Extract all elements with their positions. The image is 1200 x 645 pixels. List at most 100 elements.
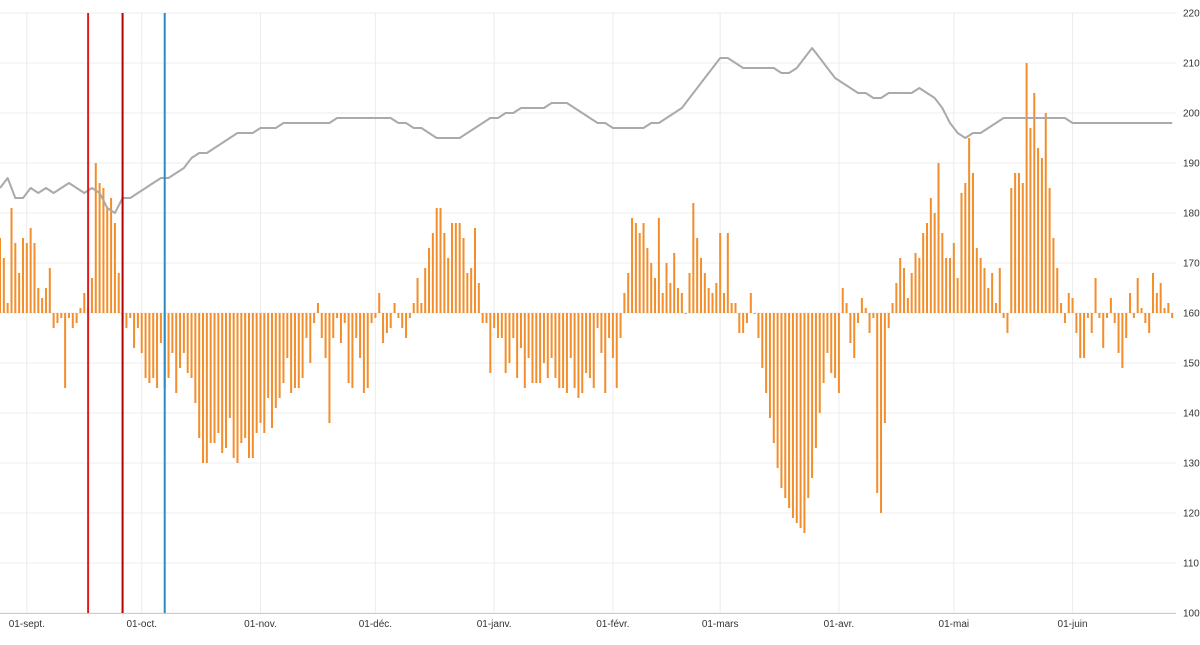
bar <box>768 313 771 418</box>
bar <box>837 313 840 393</box>
bar <box>1056 268 1059 313</box>
bar <box>1117 313 1120 353</box>
bar <box>642 223 645 313</box>
axes: 100 110 120 130 140 150 160 170 180 190 200 210 220 0… <box>0 9 1200 630</box>
bar <box>225 313 228 448</box>
bar <box>221 313 224 453</box>
bar <box>251 313 254 458</box>
bar <box>1037 148 1040 313</box>
bar <box>485 313 488 323</box>
bar <box>1067 293 1070 313</box>
y-tick-label: 180 <box>1183 209 1200 220</box>
bar <box>408 313 411 318</box>
bar <box>328 313 331 423</box>
bar <box>18 273 21 313</box>
bar <box>948 258 951 313</box>
bar <box>343 313 346 323</box>
bar <box>565 313 568 393</box>
bar <box>811 313 814 478</box>
bar <box>286 313 289 358</box>
bar <box>431 233 434 313</box>
bar <box>849 313 852 343</box>
bar <box>803 313 806 533</box>
bar <box>316 303 319 313</box>
bar <box>1017 173 1020 313</box>
bar <box>707 288 710 313</box>
bar <box>711 293 714 313</box>
bar <box>941 233 944 313</box>
bar <box>634 223 637 313</box>
y-tick-label: 160 <box>1183 309 1200 320</box>
bar <box>2 258 5 313</box>
bar <box>1075 313 1078 333</box>
bar <box>715 283 718 313</box>
bar <box>631 218 634 313</box>
bar <box>807 313 810 498</box>
bar <box>784 313 787 498</box>
bar <box>646 248 649 313</box>
bar <box>473 228 476 313</box>
bar <box>872 313 875 318</box>
bar <box>788 313 791 508</box>
bar <box>1171 313 1174 318</box>
bar <box>891 303 894 313</box>
bar <box>979 258 982 313</box>
bar <box>278 313 281 398</box>
bar <box>186 313 189 373</box>
bar <box>125 313 128 328</box>
bar <box>868 313 871 333</box>
bar <box>822 313 825 383</box>
bar <box>382 313 385 343</box>
bar <box>1063 313 1066 323</box>
bar <box>194 313 197 403</box>
bar <box>67 313 70 318</box>
x-tick-label: 01-déc. <box>359 619 392 630</box>
bar <box>956 278 959 313</box>
bar <box>730 303 733 313</box>
bar <box>998 268 1001 313</box>
bar <box>1121 313 1124 368</box>
bar <box>140 313 143 353</box>
x-tick-label: 01-mars <box>702 619 739 630</box>
bar <box>451 223 454 313</box>
y-tick-label: 150 <box>1183 359 1200 370</box>
bar <box>531 313 534 383</box>
bar <box>247 313 250 458</box>
bar <box>1083 313 1086 358</box>
bar <box>535 313 538 383</box>
x-tick-label: 01-oct. <box>126 619 157 630</box>
bar <box>274 313 277 408</box>
bar <box>734 303 737 313</box>
bar <box>48 268 51 313</box>
bar <box>1167 303 1170 313</box>
bar <box>542 313 545 363</box>
bar <box>1040 158 1043 313</box>
bar <box>776 313 779 468</box>
bar <box>270 313 273 428</box>
bar <box>926 223 929 313</box>
bar <box>608 313 611 338</box>
bar <box>1048 188 1051 313</box>
bar <box>1060 303 1063 313</box>
bar <box>657 218 660 313</box>
bar <box>1052 238 1055 313</box>
marker-lines <box>87 13 166 613</box>
bar <box>929 198 932 313</box>
bar <box>1006 313 1009 333</box>
bar <box>393 303 396 313</box>
bar <box>899 258 902 313</box>
y-tick-label: 100 <box>1183 609 1200 620</box>
bar <box>968 138 971 313</box>
bar-series <box>0 63 1174 533</box>
bar <box>592 313 595 388</box>
bar <box>665 263 668 313</box>
bar <box>110 198 113 313</box>
bar <box>933 213 936 313</box>
bar <box>638 233 641 313</box>
bar <box>692 203 695 313</box>
bar <box>1014 173 1017 313</box>
bar <box>336 313 339 318</box>
bar <box>910 273 913 313</box>
bar <box>209 313 212 443</box>
